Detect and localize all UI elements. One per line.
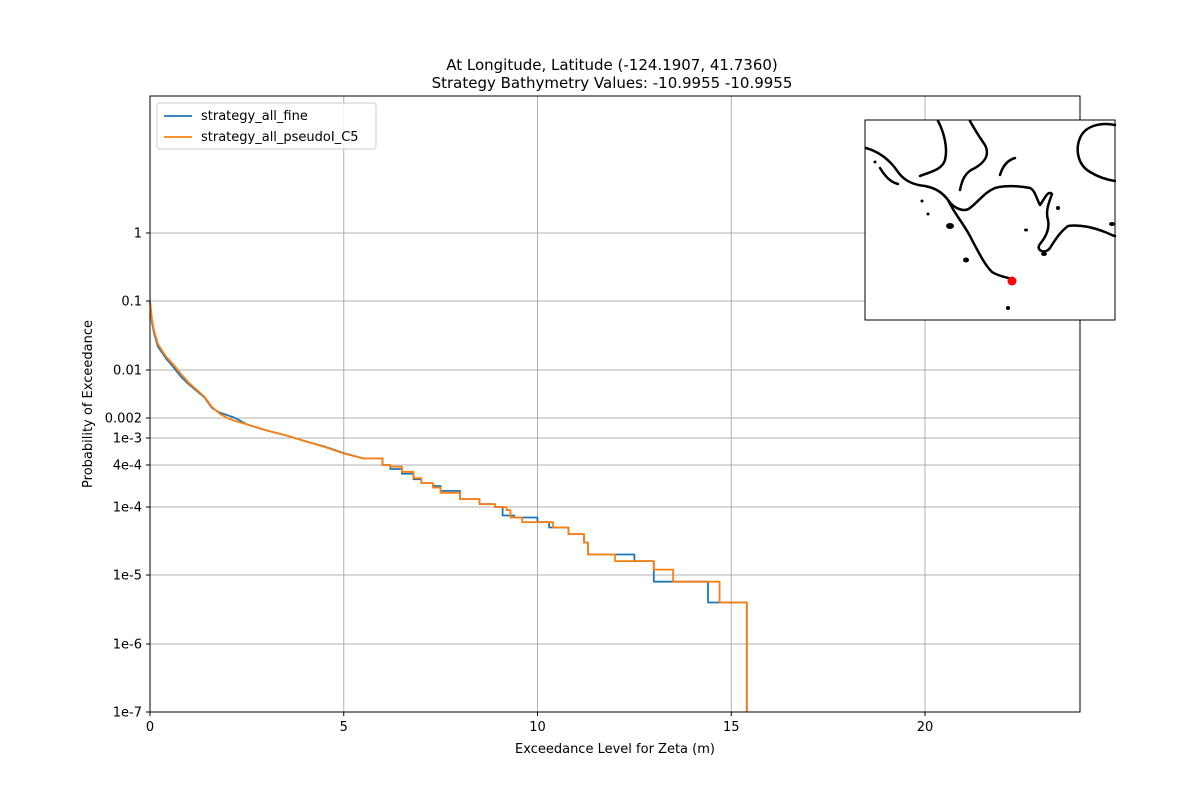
y-tick-label: 0.01	[113, 364, 142, 379]
inset-coastline-river-2	[918, 119, 948, 178]
inset-islet	[963, 257, 969, 263]
x-tick-label: 10	[529, 720, 546, 735]
y-tick-label: 1e-3	[113, 432, 142, 447]
legend-box	[156, 102, 377, 150]
x-tick-label: 20	[917, 720, 934, 735]
inset-map	[864, 119, 1117, 321]
y-axis-label: Probability of Exceedance	[81, 320, 96, 488]
inset-islet	[920, 199, 924, 203]
x-tick-label: 5	[340, 720, 348, 735]
inset-islet	[1006, 306, 1010, 310]
y-tick-label: 1	[134, 227, 142, 242]
inset-islet	[1024, 228, 1028, 232]
y-tick-label: 0.1	[121, 295, 142, 310]
inset-islets	[873, 160, 1115, 310]
inset-coastline-island	[1076, 122, 1117, 183]
x-axis-label: Exceedance Level for Zeta (m)	[515, 742, 715, 757]
legend: strategy_all_fine strategy_all_pseudoI_C…	[156, 102, 377, 150]
y-tick-label: 1e-5	[113, 569, 142, 584]
inset-islet	[1056, 206, 1060, 210]
legend-label-strategy-all-pseudoi-c5: strategy_all_pseudoI_C5	[201, 130, 359, 145]
inset-islet	[873, 160, 877, 164]
tick-layer: 0 5 10 15 20 1 0.1 0.01 0.002 1e-3 4e-4 1e-4 1e-5 1e-…	[105, 227, 933, 736]
series-line-strategy-all-pseudoi-c5	[149, 300, 748, 712]
y-tick-label: 1e-4	[113, 501, 142, 516]
inset-location-marker	[1007, 276, 1017, 286]
inset-islet	[1109, 222, 1115, 226]
inset-islet	[946, 223, 954, 229]
inset-coastlines	[864, 119, 1117, 281]
chart-title-line-2: Strategy Bathymetry Values: -10.9955 -10…	[432, 74, 793, 92]
x-tick-label: 15	[723, 720, 740, 735]
series-layer	[149, 300, 748, 712]
inset-coastline-river-1	[958, 119, 989, 192]
plot-frame	[149, 95, 1081, 713]
y-tick-label: 1e-7	[113, 706, 142, 721]
inset-coastline-cove	[878, 166, 900, 186]
x-tick-label: 0	[146, 720, 154, 735]
inset-coastline-river-3	[998, 156, 1017, 177]
y-tick-label: 0.002	[105, 412, 142, 427]
inset-islet	[1041, 252, 1047, 256]
y-tick-label: 4e-4	[113, 459, 142, 474]
y-tick-label: 1e-6	[113, 638, 142, 653]
chart-title-line-1: At Longitude, Latitude (-124.1907, 41.73…	[446, 56, 778, 74]
inset-map-frame	[864, 119, 1116, 321]
inset-coastline-main	[864, 146, 1117, 253]
inset-coastline-spit	[946, 198, 1014, 281]
legend-label-strategy-all-fine: strategy_all_fine	[201, 109, 308, 124]
inset-islet	[926, 212, 930, 216]
